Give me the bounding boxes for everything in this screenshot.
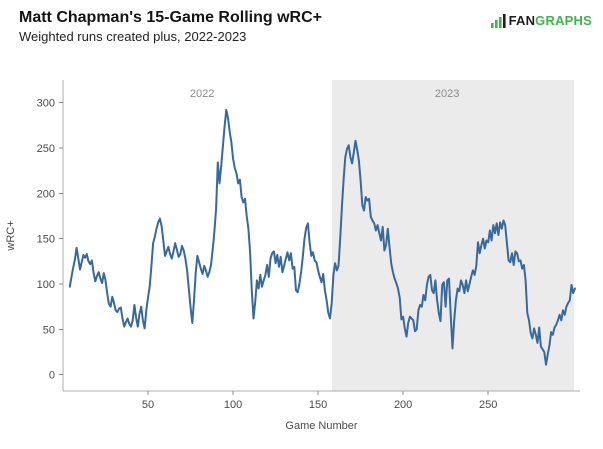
- y-tick-label-300: 300: [37, 98, 55, 110]
- fangraphs-logo-text: FANGRAPHS: [509, 13, 592, 28]
- y-axis-title: wRC+: [5, 220, 17, 251]
- year-label-2023: 2023: [435, 88, 459, 100]
- x-tick-label-200: 200: [394, 399, 412, 411]
- x-tick-label-250: 250: [479, 399, 497, 411]
- fangraphs-logo: FANGRAPHS: [490, 13, 592, 28]
- x-tick-label-50: 50: [142, 399, 154, 411]
- y-tick-label-50: 50: [43, 324, 55, 336]
- y-tick-label-250: 250: [37, 143, 55, 155]
- wrc-rolling-line: [68, 108, 576, 366]
- x-tick-label-100: 100: [224, 399, 242, 411]
- y-tick-label-150: 150: [37, 234, 55, 246]
- logo-graphs-text: GRAPHS: [535, 13, 592, 28]
- fangraphs-bars-icon: [490, 13, 506, 28]
- y-tick-label-0: 0: [49, 370, 55, 382]
- y-tick-label-100: 100: [37, 279, 55, 291]
- chart-subtitle: Weighted runs created plus, 2022-2023: [19, 29, 247, 44]
- chart-header: Matt Chapman's 15-Game Rolling wRC+ Weig…: [19, 8, 322, 46]
- chart-title: Matt Chapman's 15-Game Rolling wRC+: [19, 9, 322, 26]
- y-tick-label-200: 200: [37, 188, 55, 200]
- x-tick-label-150: 150: [309, 399, 327, 411]
- x-axis-title: Game Number: [285, 420, 357, 432]
- year-label-2022: 2022: [190, 88, 214, 100]
- logo-fan-text: FAN: [508, 13, 536, 28]
